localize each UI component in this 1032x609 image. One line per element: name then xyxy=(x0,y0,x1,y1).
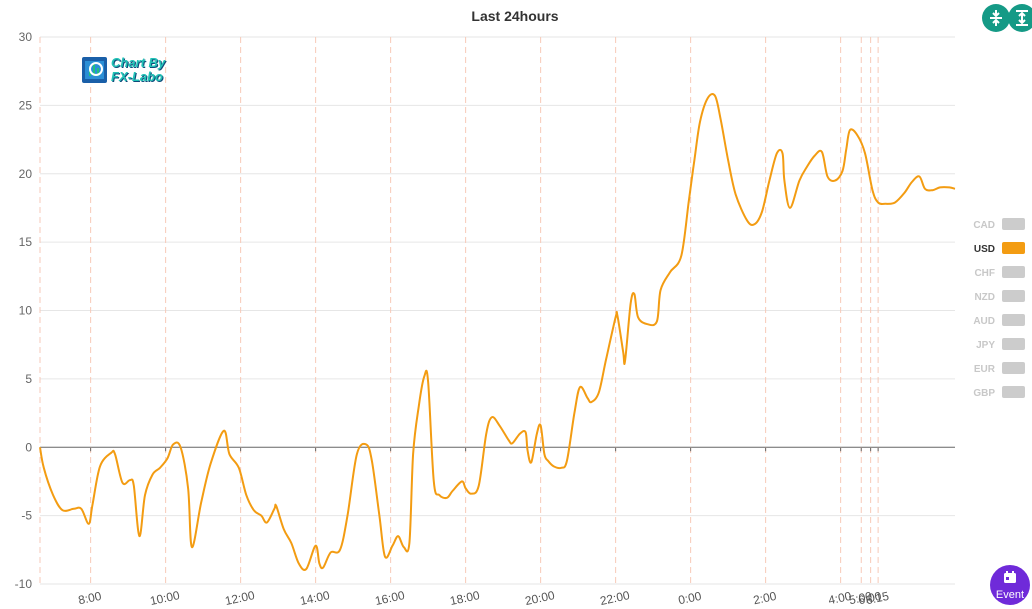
x-tick-label: 0:00 xyxy=(677,589,703,608)
compress-vertical-icon xyxy=(990,10,1002,26)
legend-item-eur[interactable]: EUR xyxy=(960,360,1030,384)
legend-swatch xyxy=(1002,338,1025,350)
x-tick-label: 2:00 xyxy=(752,589,778,608)
y-tick-label: 5 xyxy=(25,372,32,386)
x-tick-label: 22:00 xyxy=(599,588,632,608)
legend-swatch xyxy=(1002,266,1025,278)
legend-swatch xyxy=(1002,314,1025,326)
chart-title: Last 24hours xyxy=(471,8,559,24)
legend-swatch xyxy=(1002,290,1025,302)
logo-text-line1: Chart By xyxy=(111,55,166,70)
logo-chart-icon xyxy=(82,57,107,83)
x-tick-label: 16:00 xyxy=(374,588,407,608)
x-tick-label: 4:00 xyxy=(827,589,853,608)
legend-label: AUD xyxy=(973,316,995,327)
legend-swatch xyxy=(1002,362,1025,374)
legend-swatch xyxy=(1002,242,1025,254)
compress-vertical-button[interactable] xyxy=(982,4,1010,32)
fx-labo-logo: Chart By FX-Labo xyxy=(82,56,182,86)
x-tick-label: 12:00 xyxy=(224,588,257,608)
expand-vertical-button[interactable] xyxy=(1008,4,1032,32)
x-tick-label: 18:00 xyxy=(449,588,482,608)
legend-swatch xyxy=(1002,218,1025,230)
y-tick-label: 10 xyxy=(19,304,33,318)
x-tick-label: 8:00 xyxy=(77,589,103,608)
legend-item-jpy[interactable]: JPY xyxy=(960,336,1030,360)
x-tick-label: 20:00 xyxy=(524,588,557,608)
legend-label: NZD xyxy=(974,292,995,303)
y-tick-label: 25 xyxy=(19,98,33,112)
y-tick-label: 0 xyxy=(25,440,32,454)
y-tick-label: 15 xyxy=(19,235,33,249)
y-tick-label: 20 xyxy=(19,167,33,181)
legend-label: CHF xyxy=(974,268,995,279)
x-tick-label: 5:00 xyxy=(848,589,874,608)
event-button-label: Event xyxy=(995,589,1025,601)
y-tick-label: 30 xyxy=(19,30,33,44)
legend-item-usd[interactable]: USD xyxy=(960,240,1030,264)
legend-swatch xyxy=(1002,386,1025,398)
legend-item-aud[interactable]: AUD xyxy=(960,312,1030,336)
event-button[interactable]: Event xyxy=(990,565,1030,605)
legend-label: USD xyxy=(973,244,995,255)
legend-item-gbp[interactable]: GBP xyxy=(960,384,1030,408)
legend-label: EUR xyxy=(973,364,995,375)
x-tick-label: 6:00 xyxy=(857,589,883,608)
x-tick-label: 14:00 xyxy=(299,588,332,608)
legend-item-chf[interactable]: CHF xyxy=(960,264,1030,288)
legend-label: GBP xyxy=(973,388,995,399)
legend-item-cad[interactable]: CAD xyxy=(960,216,1030,240)
calendar-icon xyxy=(990,570,1030,588)
x-tick-label: 10:00 xyxy=(149,588,182,608)
series-line-usd xyxy=(39,93,956,571)
y-tick-label: -5 xyxy=(21,509,32,523)
legend-label: JPY xyxy=(976,340,995,351)
expand-vertical-icon xyxy=(1016,10,1028,26)
x-tick-label: 6:15 xyxy=(864,589,890,608)
legend-label: CAD xyxy=(973,220,995,231)
currency-legend: CAD USD CHF NZD AUD JPY EUR GBP xyxy=(960,216,1030,408)
logo-text-line2: FX-Labo xyxy=(111,69,163,84)
legend-item-nzd[interactable]: NZD xyxy=(960,288,1030,312)
y-tick-label: -10 xyxy=(15,577,33,591)
